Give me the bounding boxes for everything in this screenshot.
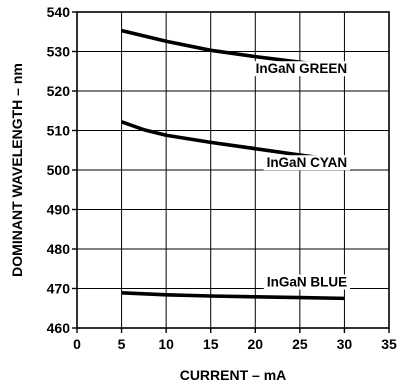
- y-tick-label: 500: [47, 162, 71, 178]
- x-tick-label: 30: [337, 336, 353, 352]
- y-tick-label: 510: [47, 123, 71, 139]
- series-label-background: [263, 155, 351, 171]
- x-tick-label: 15: [203, 336, 219, 352]
- y-axis-title: DOMINANT WAVELENGTH – nm: [9, 63, 25, 277]
- x-axis-ticks: 0 5 10 15 20 25 30 35: [73, 328, 397, 352]
- series-line-2: [121, 291, 345, 301]
- series-labels: InGaN GREEN InGaN CYAN InGaN BLUE: [252, 61, 351, 290]
- y-tick-label: 530: [47, 44, 71, 60]
- x-axis-title: CURRENT – mA: [180, 367, 287, 383]
- y-tick-label: 520: [47, 83, 71, 99]
- x-tick-label: 10: [158, 336, 174, 352]
- y-tick-label: 480: [47, 241, 71, 257]
- series-line-1: [120, 120, 345, 163]
- series-label: InGaN CYAN: [267, 155, 348, 170]
- y-tick-label: 490: [47, 202, 71, 218]
- series-label: InGaN BLUE: [267, 275, 347, 290]
- x-tick-label: 25: [292, 336, 308, 352]
- x-tick-label: 5: [118, 336, 126, 352]
- x-tick-label: 20: [247, 336, 263, 352]
- y-tick-label: 460: [47, 320, 71, 336]
- x-tick-label: 0: [73, 336, 81, 352]
- series-label: InGaN GREEN: [256, 61, 348, 76]
- y-axis-ticks: 460 470 480 490 500 510 520 530 540: [47, 4, 77, 336]
- x-tick-label: 35: [381, 336, 397, 352]
- y-tick-label: 540: [47, 4, 71, 20]
- y-tick-label: 470: [47, 281, 71, 297]
- series-label-background: [252, 61, 351, 77]
- series-label-background: [263, 274, 351, 290]
